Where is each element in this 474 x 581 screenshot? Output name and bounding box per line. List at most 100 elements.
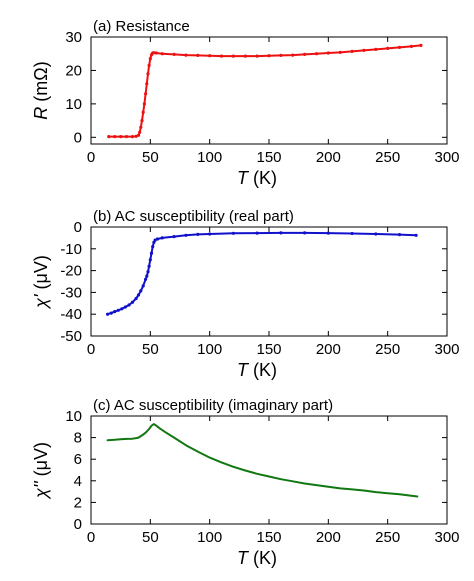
panel-a-data-point	[172, 52, 176, 57]
panel-b-data-point	[144, 277, 148, 281]
panel-c-y-tick-label: 8	[74, 430, 82, 447]
panel-b-data-point	[141, 284, 145, 288]
panel-b-x-tick-label: 200	[316, 341, 341, 358]
panel-a-data-point	[141, 110, 145, 114]
panel-a-data-point	[147, 63, 151, 67]
panel-c-series-line	[106, 423, 419, 498]
panel-c-y-tick-label: 10	[65, 408, 82, 425]
panel-a-data-point	[350, 49, 354, 54]
panel-c-x-tick-label: 250	[375, 529, 400, 546]
panel-b-data-point	[134, 296, 138, 301]
panel-a-x-tick-label: 250	[375, 149, 400, 166]
panel-a-data-point	[255, 54, 259, 58]
panel-b-data-point	[136, 293, 141, 297]
panel-c-x-tick-label: 50	[142, 529, 159, 546]
panel-a-data-point	[130, 135, 135, 139]
panel-c-plot-frame	[90, 415, 448, 525]
panel-a-data-point	[144, 92, 148, 96]
panel-a-data-point	[119, 135, 123, 139]
panel-b-data-point	[279, 231, 283, 235]
panel-b-x-tick-label: 0	[87, 341, 95, 358]
panel-a-data-point	[146, 72, 150, 76]
panel-b-data-point	[127, 303, 131, 307]
panel-b-data-point	[148, 258, 152, 262]
panel-b-data-point	[123, 305, 127, 309]
panel-b-data-point	[231, 231, 235, 235]
panel-a-x-tick-label: 150	[256, 149, 281, 166]
panel-c-y-axis-unit: (μV)	[31, 442, 51, 481]
panel-a-data-point	[326, 51, 330, 55]
panel-a-data-point	[196, 53, 200, 58]
panel-b-x-tick-label: 50	[142, 341, 159, 358]
panel-b-data-point	[147, 264, 151, 268]
panel-a: (a) Resistance 0 50 100 150 200 250 300 0 10 20 30 T…	[31, 18, 460, 188]
panel-a-data-point	[409, 44, 413, 49]
panel-b-data-point	[374, 232, 378, 236]
panel-b-x-axis-label: T (K)	[237, 360, 277, 380]
panel-a-data-point	[184, 53, 188, 57]
panel-a-data-point	[152, 51, 156, 55]
panel-a-x-axis-symbol: T	[237, 168, 250, 188]
panel-b-y-axis-symbol: χ'	[31, 294, 51, 310]
panel-b-data-point	[151, 245, 155, 249]
panel-b-y-tick-label: -10	[60, 241, 82, 258]
panel-c: (c) AC susceptibility (imaginary part) 0 5…	[31, 397, 460, 568]
panel-c-x-axis-symbol: T	[237, 548, 250, 568]
panel-a-data-point	[386, 46, 390, 51]
panel-a-plot-frame	[90, 36, 448, 145]
panel-a-y-axis-symbol: R	[31, 107, 51, 120]
panel-b-data-point	[397, 233, 402, 237]
panel-a-data-point	[154, 51, 158, 55]
panel-b-data-point	[113, 310, 117, 314]
panel-a-x-tick-label: 300	[434, 149, 459, 166]
panel-a-x-tick-label: 50	[142, 149, 159, 166]
panel-a-data-point	[219, 54, 224, 58]
panel-a-data-point	[138, 130, 142, 134]
panel-a-x-tick-label: 0	[87, 149, 95, 166]
panel-b-x-axis-unit: (K)	[248, 360, 277, 380]
panel-a-data-point	[362, 48, 366, 53]
panel-b-data-point	[414, 233, 418, 237]
panel-a-data-point	[139, 125, 143, 129]
panel-a-data-point	[374, 47, 378, 52]
panel-c-x-axis-label: T (K)	[237, 548, 277, 568]
panel-a-data-point	[279, 53, 283, 58]
panel-b-y-axis-label: χ' (μV)	[31, 255, 51, 310]
panel-b-data-point	[130, 300, 135, 304]
panel-c-x-axis-unit: (K)	[248, 548, 277, 568]
panel-c-y-tick-label: 6	[74, 451, 82, 468]
panel-b-data-point	[350, 231, 354, 236]
panel-b-data-point	[106, 312, 110, 316]
panel-b-data-point	[172, 235, 176, 239]
panel-a-data-point	[338, 50, 342, 55]
panel-b-y-tick-label: -50	[60, 328, 82, 345]
panel-b: (b) AC susceptibility (real part) 0 50 100 1…	[31, 208, 460, 380]
panel-b-data-point	[155, 237, 160, 241]
panel-b-y-tick-label: -40	[60, 306, 82, 323]
panel-b-data-point	[160, 236, 164, 240]
panel-c-y-axis-label: χ'' (μV)	[31, 442, 51, 500]
panel-b-data-point	[196, 232, 200, 236]
panel-b-data-point	[116, 308, 120, 312]
panel-b-data-point	[145, 274, 149, 278]
panel-b-y-tick-label: -20	[60, 263, 82, 280]
panel-a-x-axis-label: T (K)	[237, 168, 277, 188]
panel-b-y-axis-unit: (μV)	[31, 255, 51, 294]
panel-a-data-point	[107, 135, 111, 139]
panel-b-data-point	[184, 233, 188, 237]
panel-c-y-axis-symbol: χ''	[31, 481, 51, 500]
panel-a-data-point	[314, 52, 319, 56]
panel-b-data-point	[120, 307, 124, 311]
panel-b-x-tick-label: 150	[256, 341, 281, 358]
panel-b-data-point	[303, 231, 307, 235]
panel-a-y-tick-label: 0	[74, 129, 82, 146]
panel-b-title: (b) AC susceptibility (real part)	[93, 208, 294, 225]
panel-b-y-tick-label: 0	[74, 219, 82, 236]
panel-a-data-point	[419, 43, 423, 48]
panel-b-x-axis-symbol: T	[237, 360, 250, 380]
panel-b-data-point	[326, 231, 330, 235]
panel-c-y-tick-label: 0	[74, 516, 82, 533]
panel-a-x-tick-label: 100	[197, 149, 222, 166]
panel-b-data-point	[208, 232, 212, 236]
